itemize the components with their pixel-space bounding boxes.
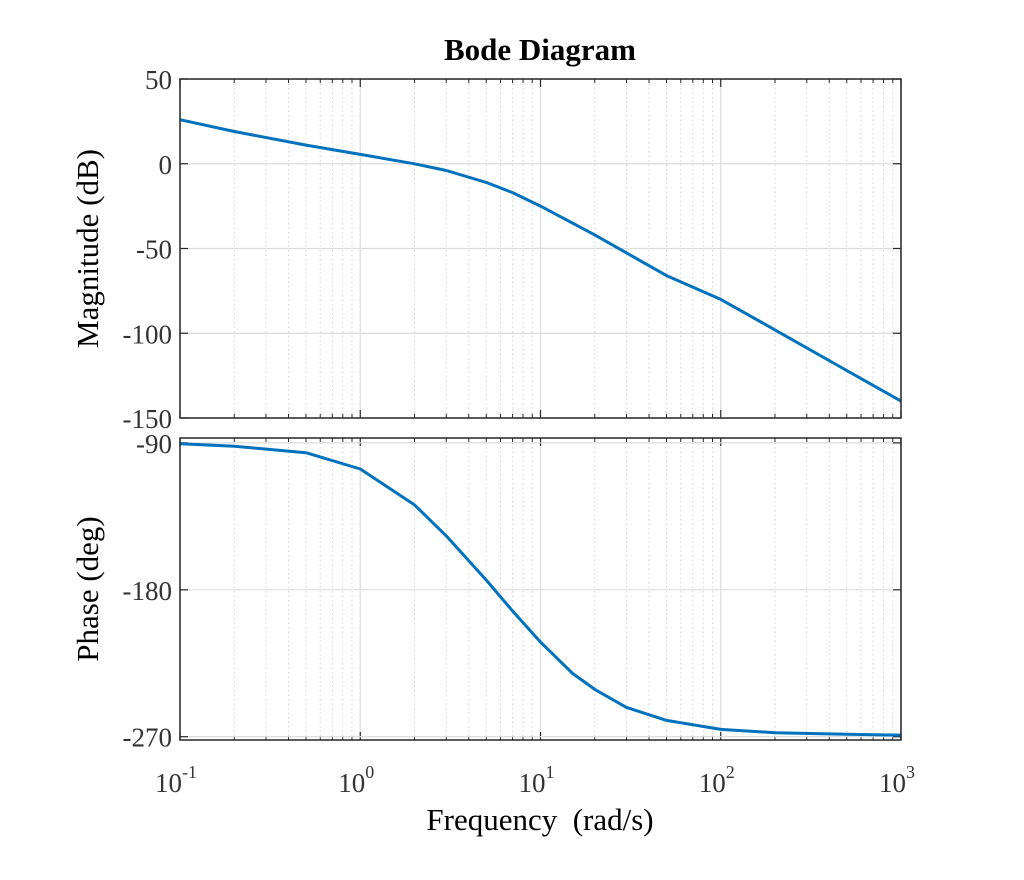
phase-ylabel: Phase (deg) [70, 516, 105, 661]
magnitude-ylabel: Magnitude (dB) [70, 149, 105, 348]
y-tick-label: 0 [159, 150, 173, 180]
y-tick-label: -150 [123, 404, 173, 434]
y-tick-label: -100 [123, 319, 173, 349]
y-tick-label: 50 [145, 65, 172, 95]
phase-y-ticks: -90 -180 -270 [123, 429, 173, 753]
phase-curve [179, 442, 902, 737]
x-tick-label: 103 [879, 762, 915, 798]
y-tick-label: -180 [123, 576, 173, 606]
chart-title: Bode Diagram [444, 32, 636, 67]
x-tick-label: 102 [699, 762, 735, 798]
y-tick-label: -50 [136, 235, 172, 265]
x-axis-label: Frequency (rad/s) [426, 802, 653, 837]
magnitude-curve [179, 118, 902, 403]
magnitude-y-ticks: 50 0 -50 -100 -150 [123, 65, 173, 434]
y-tick-label: -90 [136, 429, 172, 459]
phase-panel: -90 -180 -270 Phase (deg) [70, 429, 902, 753]
x-tick-labels: 10-1 100 101 102 103 [155, 762, 915, 798]
magnitude-panel: 50 0 -50 -100 -150 Magnitude (dB) [70, 65, 902, 434]
x-tick-label: 10-1 [155, 762, 197, 798]
x-tick-label: 101 [519, 762, 555, 798]
y-tick-label: -270 [123, 723, 173, 753]
phase-axes-box [179, 437, 902, 741]
magnitude-axes-box [179, 78, 902, 419]
x-tick-label: 100 [338, 762, 374, 798]
